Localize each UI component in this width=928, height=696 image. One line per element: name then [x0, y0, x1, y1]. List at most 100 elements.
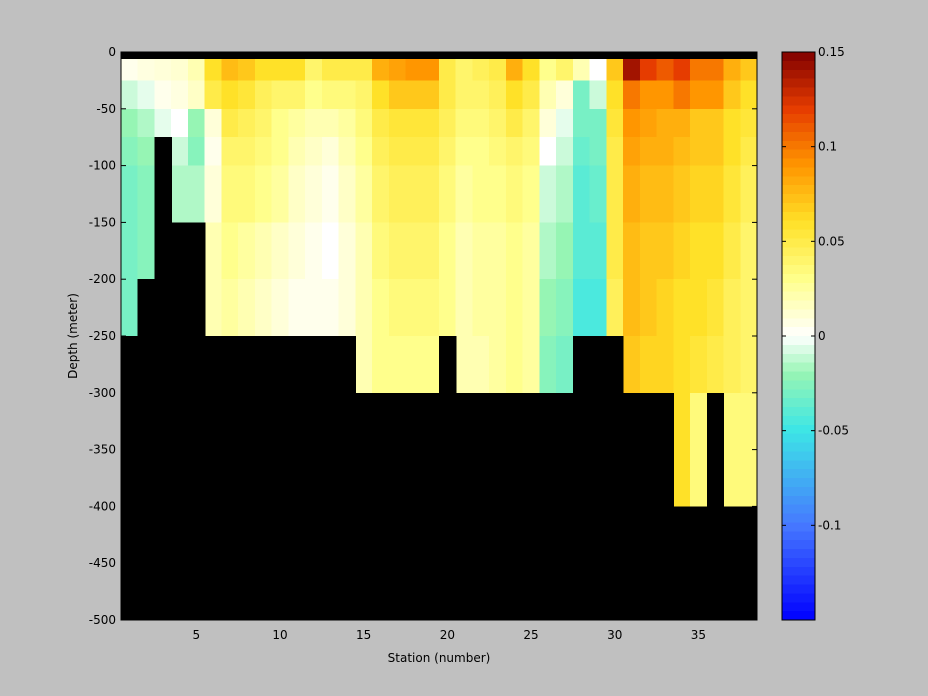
heatmap-cell — [656, 336, 674, 394]
colorbar-swatch — [782, 380, 815, 390]
heatmap-cell — [187, 80, 206, 110]
heatmap-cell — [137, 137, 156, 167]
heatmap-cell — [723, 165, 741, 223]
heatmap-cell — [254, 222, 273, 280]
heatmap-cell — [238, 52, 256, 81]
heatmap-cell — [740, 80, 758, 110]
heatmap-cell — [723, 336, 741, 394]
heatmap-cell — [539, 108, 557, 138]
heatmap-cell — [372, 52, 390, 81]
heatmap-cell — [572, 137, 591, 167]
colorbar-swatch — [782, 87, 815, 97]
seafloor-column — [455, 392, 474, 620]
colorbar-swatch — [782, 602, 815, 612]
colorbar-swatch — [782, 398, 815, 408]
heatmap-cell — [740, 108, 758, 138]
heatmap-cell — [472, 137, 490, 167]
colorbar-swatch — [782, 415, 815, 426]
colorbar-swatch — [782, 220, 815, 231]
heatmap-cell — [639, 165, 658, 223]
heatmap-cell — [204, 108, 223, 138]
heatmap-cell — [154, 52, 172, 81]
heatmap-cell — [439, 80, 457, 110]
heatmap-cell — [589, 108, 607, 138]
colorbar-swatch — [782, 371, 815, 381]
heatmap-cell — [489, 108, 507, 138]
colorbar-swatch — [782, 158, 815, 168]
heatmap-cell — [238, 279, 256, 337]
heatmap-cell — [388, 165, 407, 223]
heatmap-cell — [472, 52, 490, 81]
x-axis-label: Station (number) — [388, 651, 491, 665]
heatmap-cell — [288, 137, 306, 167]
colorbar-swatch — [782, 140, 815, 151]
heatmap-cell — [137, 108, 156, 138]
heatmap-cell — [455, 336, 474, 394]
colorbar-tick-label: 0.05 — [818, 234, 845, 248]
heatmap-cell — [706, 336, 725, 394]
colorbar-swatch — [782, 202, 815, 213]
heatmap-cell — [706, 137, 725, 167]
heatmap-cell — [639, 108, 658, 138]
y-tick-label: -400 — [89, 499, 116, 513]
heatmap-cell — [522, 222, 541, 280]
colorbar-swatch — [782, 593, 815, 603]
heatmap-cell — [405, 336, 423, 394]
heatmap-cell — [221, 279, 239, 337]
heatmap-cell — [723, 80, 741, 110]
seafloor-column — [221, 336, 239, 620]
colorbar-swatch — [782, 105, 815, 115]
heatmap-cell — [321, 80, 340, 110]
heatmap-cell — [740, 52, 758, 81]
heatmap-cell — [422, 137, 440, 167]
heatmap-cell — [740, 392, 758, 507]
heatmap-cell — [204, 279, 223, 337]
heatmap-cell — [656, 279, 674, 337]
heatmap-cell — [405, 80, 423, 110]
heatmap-cell — [137, 52, 156, 81]
heatmap-cell — [305, 52, 323, 81]
colorbar-ticks: 0.15 0.1 0.05 0 -0.05 -0.1 — [782, 45, 849, 532]
heatmap-cell — [673, 137, 691, 167]
heatmap-cell — [623, 165, 641, 223]
colorbar-swatch — [782, 362, 815, 373]
heatmap-cell — [422, 336, 440, 394]
heatmap-cell — [556, 165, 574, 223]
heatmap-cell — [706, 80, 725, 110]
colorbar-swatch — [782, 513, 815, 523]
heatmap-cell — [405, 222, 423, 280]
heatmap-cell — [706, 165, 725, 223]
heatmap-cell — [589, 222, 607, 280]
heatmap-cell — [388, 80, 407, 110]
colorbar-swatch — [782, 149, 815, 160]
seafloor-column — [706, 392, 725, 620]
x-tick-label: 25 — [523, 628, 538, 642]
colorbar-swatch — [782, 442, 815, 452]
heatmap-cell — [639, 137, 658, 167]
heatmap-cell — [489, 279, 507, 337]
heatmap-cell — [522, 108, 541, 138]
heatmap-cell — [121, 165, 139, 223]
colorbar-swatch — [782, 194, 815, 204]
seafloor-column — [723, 506, 741, 620]
heatmap-cell — [288, 165, 306, 223]
seafloor-column — [673, 506, 691, 620]
heatmap-cell — [137, 165, 156, 223]
colorbar-swatch — [782, 433, 815, 444]
heatmap-cell — [439, 165, 457, 223]
heatmap-cell — [656, 222, 674, 280]
heatmap-cell — [723, 392, 741, 507]
colorbar-swatch — [782, 167, 815, 177]
heatmap-cell — [405, 165, 423, 223]
y-tick-label: -300 — [89, 386, 116, 400]
heatmap-cell — [439, 108, 457, 138]
heatmap-plot: 5 10 15 20 25 30 35 0 -50 -100 -150 -200 -250 -300 -3… — [66, 45, 758, 665]
y-axis-ticks: 0 -50 -100 -150 -200 -250 -300 -350 -400 -450 -500 — [89, 45, 757, 627]
heatmap-cell — [372, 222, 390, 280]
heatmap-cell — [372, 165, 390, 223]
colorbar-swatches — [782, 52, 815, 621]
colorbar-swatch — [782, 557, 815, 568]
heatmap-cell — [505, 222, 524, 280]
heatmap-cell — [204, 165, 223, 223]
